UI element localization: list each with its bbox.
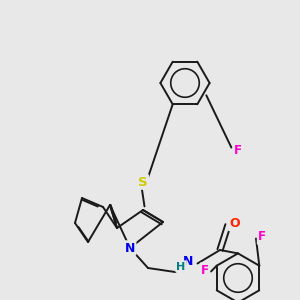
Text: N: N [182,255,193,268]
Text: O: O [229,217,240,230]
Text: H: H [176,262,186,272]
Text: F: F [201,263,209,277]
Text: F: F [258,230,266,244]
Text: S: S [138,176,148,188]
Text: F: F [234,143,242,157]
Text: N: N [125,242,135,254]
